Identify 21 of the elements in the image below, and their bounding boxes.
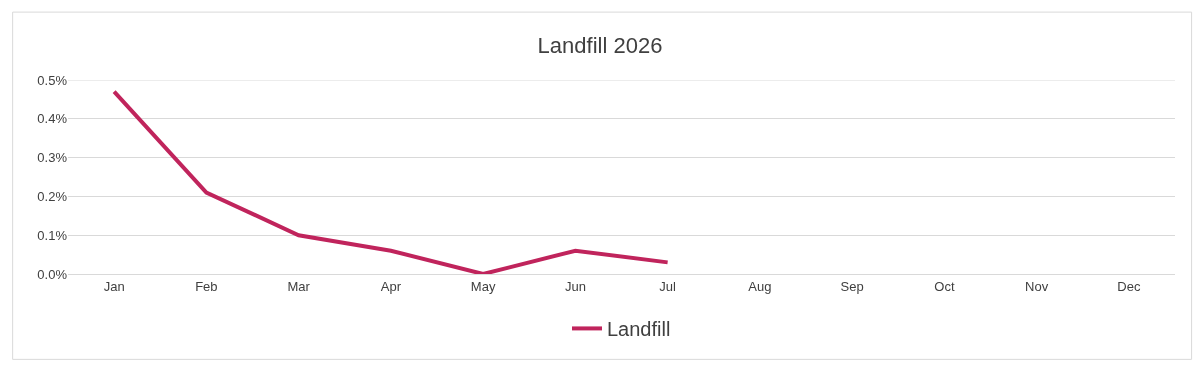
x-tick-label: Aug bbox=[748, 278, 772, 294]
y-tick-label: 0.0% bbox=[37, 266, 68, 282]
line-series bbox=[112, 89, 670, 274]
y-tick-label: 0.3% bbox=[37, 150, 68, 166]
y-tick-label: 0.5% bbox=[37, 72, 68, 88]
chart-title: Landfill 2026 bbox=[537, 33, 663, 59]
x-tick-label: Jul bbox=[659, 278, 677, 294]
x-tick-label: Jan bbox=[103, 278, 125, 294]
x-tick-label: Oct bbox=[934, 278, 955, 294]
x-tick-label: Apr bbox=[380, 278, 402, 294]
x-tick-label: Jun bbox=[564, 278, 586, 294]
legend-label: Landfill bbox=[607, 318, 671, 341]
x-tick-label: Mar bbox=[287, 278, 311, 294]
x-tick-label: Nov bbox=[1025, 278, 1049, 294]
x-tick-label: Sep bbox=[840, 278, 864, 294]
x-tick-label: Dec bbox=[1117, 278, 1141, 294]
x-tick-label: May bbox=[470, 278, 496, 294]
y-tick-label: 0.2% bbox=[37, 188, 68, 204]
x-tick-label: Feb bbox=[195, 278, 218, 294]
y-tick-label: 0.4% bbox=[37, 111, 68, 127]
y-tick-label: 0.1% bbox=[37, 227, 68, 243]
